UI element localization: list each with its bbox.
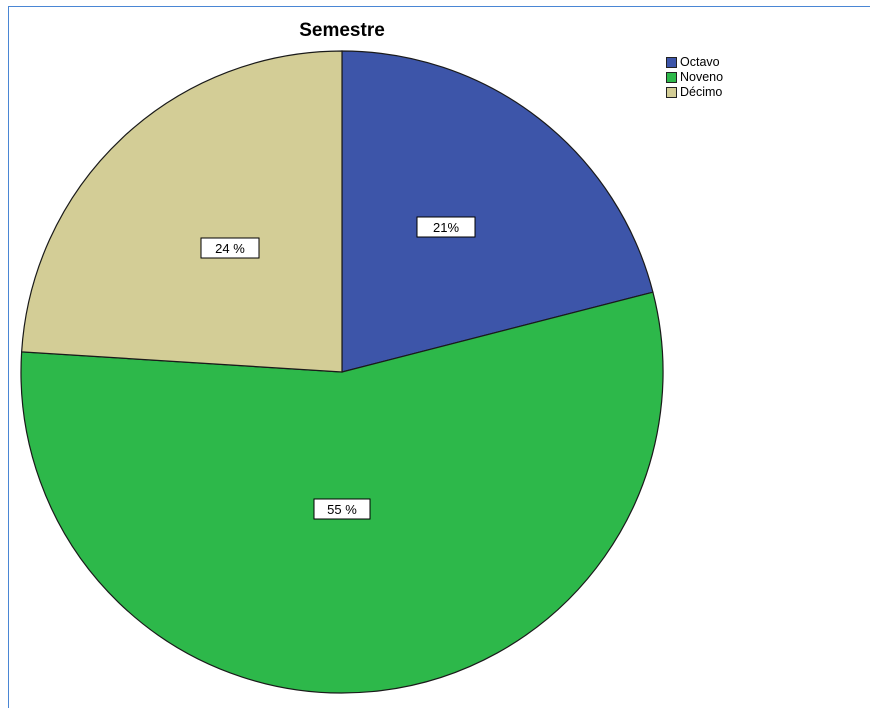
pie-slice-octavo [341, 50, 654, 373]
legend-swatch-decimo [666, 86, 677, 98]
slice-label-box-octavo [416, 216, 476, 238]
legend-item-decimo: Décimo [666, 85, 723, 99]
legend: Octavo Noveno Décimo [666, 55, 723, 100]
legend-label-noveno: Noveno [680, 70, 724, 84]
slice-label-box-decimo [200, 237, 260, 259]
chart-frame [8, 6, 870, 708]
legend-item-octavo: Octavo [666, 55, 723, 69]
slice-label-octavo: 21% [416, 216, 476, 238]
slice-label-text-decimo: 24 % [215, 241, 245, 256]
legend-swatch-noveno [666, 71, 677, 83]
legend-item-noveno: Noveno [666, 70, 723, 84]
slice-label-text-octavo: 21% [433, 220, 459, 235]
slice-label-text-noveno: 55 % [327, 502, 357, 517]
pie-slice-decimo [20, 50, 343, 373]
slice-label-decimo: 24 % [200, 237, 260, 259]
slice-label-box-noveno [313, 498, 371, 520]
legend-label-decimo: Décimo [680, 85, 723, 99]
slice-label-noveno: 55 % [313, 498, 371, 520]
legend-label-octavo: Octavo [680, 55, 720, 69]
chart-title: Semestre [299, 20, 385, 41]
legend-swatch-octavo [666, 56, 677, 68]
pie-slice-noveno [20, 291, 664, 694]
